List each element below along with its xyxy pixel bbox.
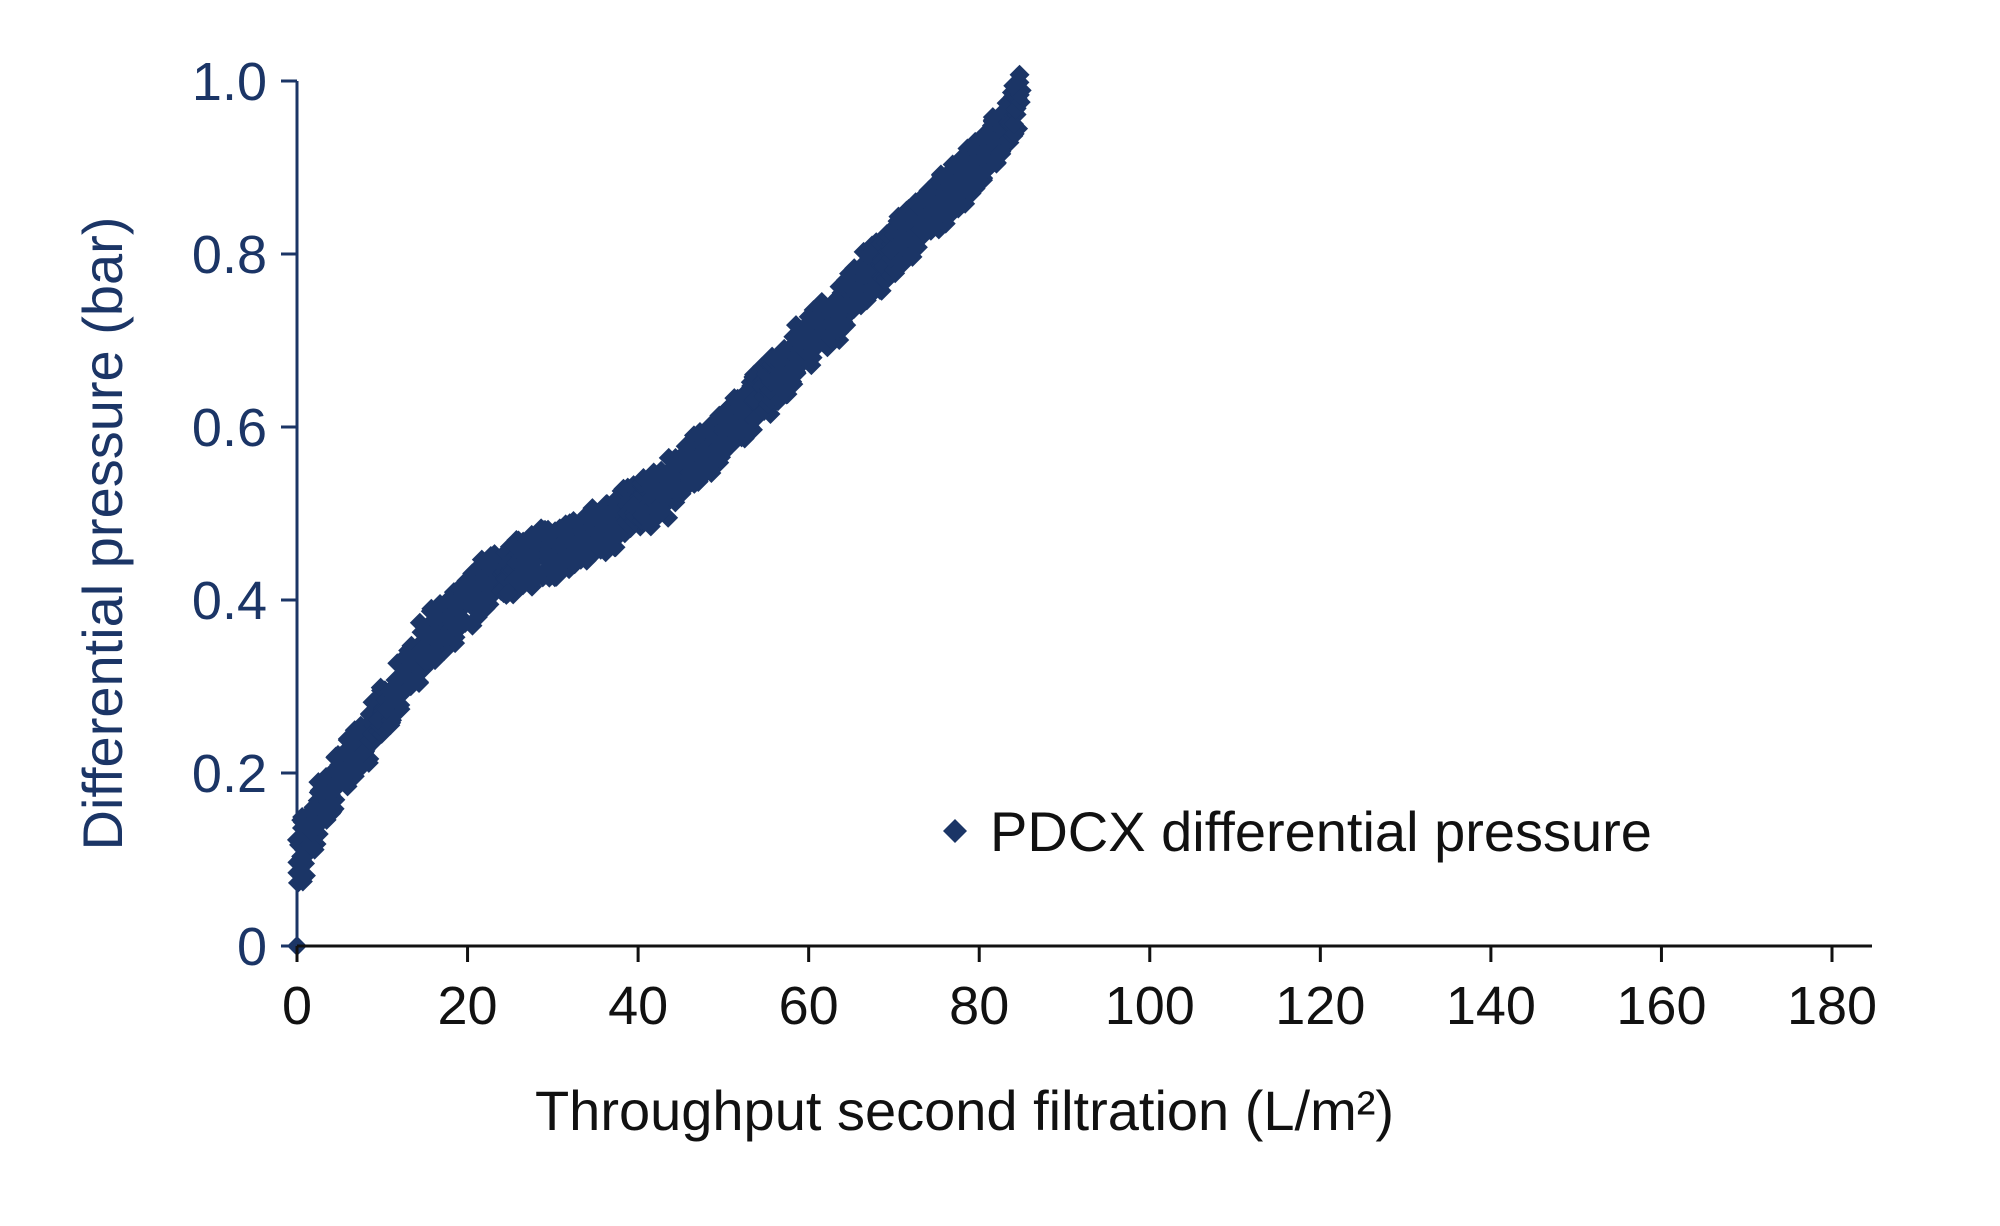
data-point-jitter [295, 865, 316, 886]
x-tick-label: 0 [282, 976, 312, 1036]
data-point-jitter [990, 144, 1011, 165]
y-tick-label: 1.0 [192, 52, 267, 112]
x-tick-label: 40 [608, 976, 668, 1036]
y-tick-label: 0.4 [192, 571, 267, 631]
x-tick-label: 120 [1275, 976, 1365, 1036]
x-tick-label: 100 [1105, 976, 1195, 1036]
x-axis-title: Throughput second filtration (L/m²) [535, 1079, 1394, 1142]
legend: PDCX differential pressure [943, 800, 1652, 863]
data-point-jitter [295, 853, 316, 874]
data-point-jitter [325, 789, 346, 810]
data-point-jitter [1004, 113, 1025, 134]
x-tick-label: 20 [438, 976, 498, 1036]
data-point-jitter [907, 237, 928, 258]
legend-marker-diamond-icon [943, 819, 967, 843]
x-tick-label: 80 [949, 976, 1009, 1036]
data-point-jitter [785, 359, 806, 380]
data-point-jitter [902, 246, 923, 267]
y-tick-label: 0.8 [192, 225, 267, 285]
x-tick-label: 160 [1616, 976, 1706, 1036]
y-tick-label: 0.2 [192, 744, 267, 804]
x-tick-label: 60 [779, 976, 839, 1036]
x-tick-label: 140 [1446, 976, 1536, 1036]
y-axis-ticks: 0 0.2 0.4 0.6 0.8 1.0 [192, 52, 297, 977]
y-tick-label: 0.6 [192, 398, 267, 458]
data-point-jitter [658, 507, 679, 528]
x-axis-ticks: 0 20 40 60 80 100 120 140 160 180 [282, 946, 1877, 1036]
data-points [286, 64, 1032, 956]
y-axis-title: Differential pressure (bar) [71, 217, 134, 851]
data-point-jitter [304, 839, 325, 860]
data-point-jitter [803, 339, 824, 360]
data-point-jitter [1003, 75, 1024, 96]
y-tick-label: 0 [237, 917, 267, 977]
x-tick-label: 180 [1787, 976, 1877, 1036]
legend-label: PDCX differential pressure [990, 800, 1652, 863]
